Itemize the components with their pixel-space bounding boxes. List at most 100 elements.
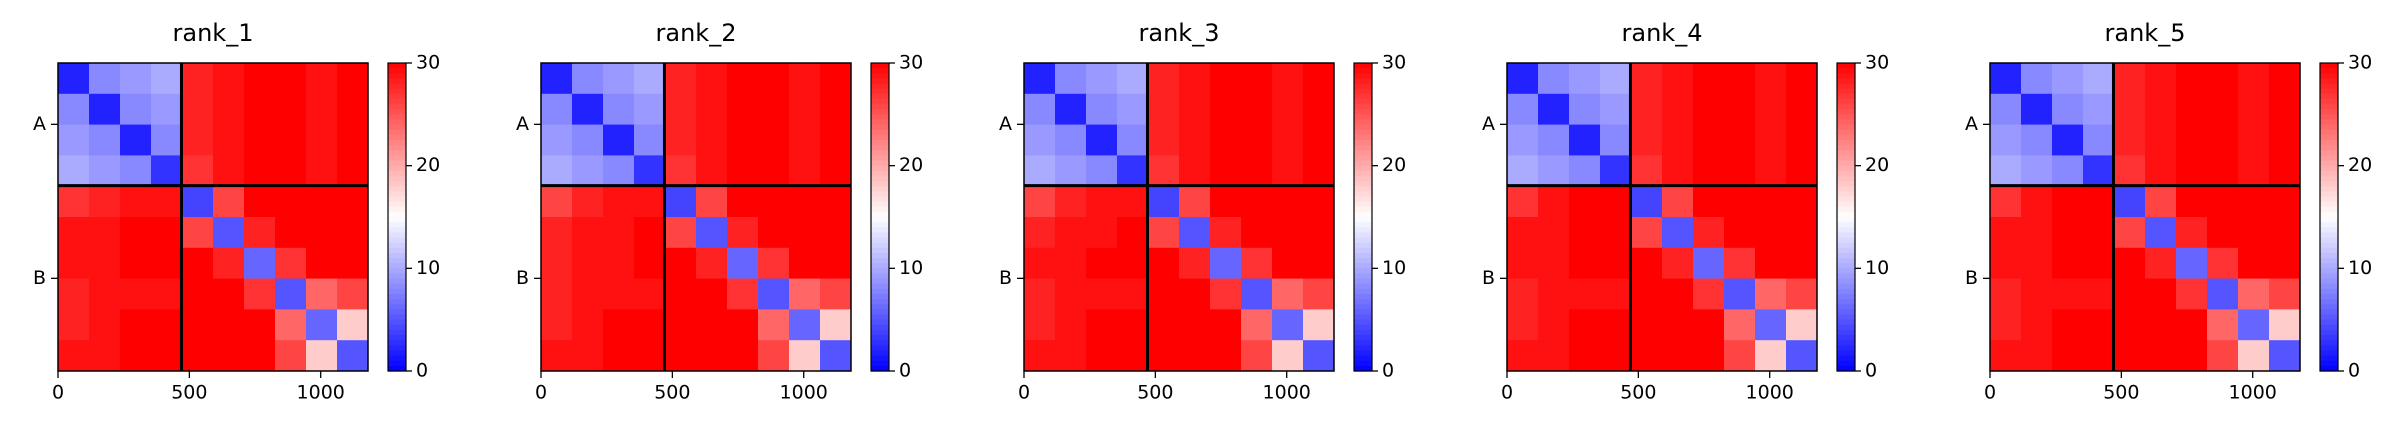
colorbar-segment: [871, 288, 889, 295]
heatmap-cell: [2052, 247, 2084, 280]
heatmap-cell: [1024, 63, 1056, 95]
colorbar-segment: [871, 114, 889, 121]
heatmap-cell: [1148, 155, 1180, 187]
heatmap-cell: [1569, 278, 1601, 310]
heatmap-cell: [1210, 340, 1242, 372]
colorbar-segment: [388, 335, 406, 341]
colorbar-segment: [2320, 73, 2338, 79]
heatmap-cell: [634, 63, 666, 95]
axes-frame: [1989, 62, 2301, 372]
heatmap-cell: [2083, 247, 2115, 280]
colorbar-segment: [388, 299, 406, 305]
colorbar-segment: [871, 124, 889, 131]
heatmap-cell: [151, 63, 183, 95]
heatmap-cell: [2021, 63, 2053, 95]
colorbar-segment: [871, 129, 889, 136]
heatmap-cell: [1693, 340, 1725, 372]
colorbar-segment: [1837, 222, 1855, 228]
heatmap-cell: [1569, 217, 1601, 249]
heatmap-cell: [665, 124, 697, 156]
heatmap-cell: [2238, 340, 2270, 372]
colorbar-segment: [1354, 78, 1372, 85]
colorbar-segment: [2320, 335, 2338, 341]
colorbar-segment: [388, 365, 406, 372]
heatmap-cell: [213, 278, 245, 310]
heatmap-cell: [665, 155, 697, 187]
colorbar-segment: [871, 68, 889, 74]
heatmap-cell: [1693, 278, 1725, 310]
heatmap-cell: [2083, 186, 2115, 218]
heatmap-cell: [1538, 186, 1570, 218]
colorbar-segment: [871, 104, 889, 110]
heatmap-cell: [1755, 186, 1787, 218]
colorbar-segment: [2320, 114, 2338, 121]
heatmap-cell: [275, 247, 307, 280]
heatmap-cell: [306, 155, 338, 187]
heatmap-cell: [306, 247, 338, 280]
heatmap-cell: [820, 340, 852, 372]
heatmap-cell: [727, 63, 759, 95]
heatmap-cell: [1990, 278, 2022, 310]
colorbar-segment: [2320, 273, 2338, 280]
heatmap-cell: [665, 93, 697, 126]
colorbar-segment: [1837, 319, 1855, 326]
heatmap-cell: [1210, 63, 1242, 95]
heatmap-cell: [789, 340, 821, 372]
heatmap-cell: [1210, 124, 1242, 156]
heatmap-cell: [1179, 340, 1211, 372]
colorbar-segment: [388, 98, 406, 105]
heatmap-cell: [1117, 186, 1149, 218]
colorbar-segment: [2320, 68, 2338, 74]
heatmap-cell: [758, 247, 790, 280]
heatmap-cell: [151, 340, 183, 372]
heatmap-cell: [1662, 155, 1694, 187]
x-tick-label: 0: [52, 382, 64, 404]
colorbar-segment: [1354, 237, 1372, 244]
heatmap-cell: [1990, 247, 2022, 280]
y-tick-label: A: [33, 113, 46, 135]
colorbar-segment: [388, 170, 406, 177]
heatmap-cell: [2269, 247, 2301, 280]
heatmap-cell: [1210, 217, 1242, 249]
heatmap-cell: [2176, 309, 2208, 341]
heatmap-cell: [151, 247, 183, 280]
heatmap-cell: [2207, 217, 2239, 249]
heatmap-cell: [337, 155, 369, 187]
heatmap-cell: [541, 186, 573, 218]
colorbar-segment: [2320, 93, 2338, 100]
heatmap-cell: [1569, 93, 1601, 126]
heatmap-cell: [1086, 186, 1118, 218]
heatmap-cell: [1569, 124, 1601, 156]
heatmap-cell: [572, 63, 604, 95]
heatmap-cell: [789, 186, 821, 218]
heatmap-cell: [727, 217, 759, 249]
heatmap-cell: [2114, 124, 2146, 156]
colorbar-segment: [388, 247, 406, 254]
colorbar-segment: [1837, 345, 1855, 352]
x-tick-label: 500: [1620, 382, 1656, 404]
heatmap-cell: [89, 155, 121, 187]
heatmap-cell: [1241, 278, 1273, 310]
colorbar-segment: [388, 104, 406, 110]
heatmap-cell: [789, 217, 821, 249]
heatmap-cell: [58, 93, 90, 126]
panel: rank_2 0 500 1000 A B 0 10 20 30: [516, 19, 923, 404]
heatmap-cell: [1693, 155, 1725, 187]
colorbar-segment: [388, 63, 406, 69]
heatmap-cell: [2114, 186, 2146, 218]
heatmap-cell: [2176, 278, 2208, 310]
heatmap-cell: [213, 155, 245, 187]
heatmap-cell: [1303, 155, 1335, 187]
heatmap-cell: [1662, 278, 1694, 310]
colorbar-segment: [2320, 165, 2338, 172]
heatmap-cell: [1724, 63, 1756, 95]
colorbar-frame: [1353, 62, 1373, 372]
panel: rank_1 0 500 1000 A B 0 10 20 30: [33, 19, 440, 404]
colorbar-tick-label: 10: [1382, 257, 1406, 279]
heatmap-cell: [1724, 124, 1756, 156]
heatmap-cell: [603, 124, 635, 156]
heatmap-cell: [1241, 63, 1273, 95]
colorbar-segment: [871, 165, 889, 172]
colorbar-segment: [1837, 355, 1855, 362]
